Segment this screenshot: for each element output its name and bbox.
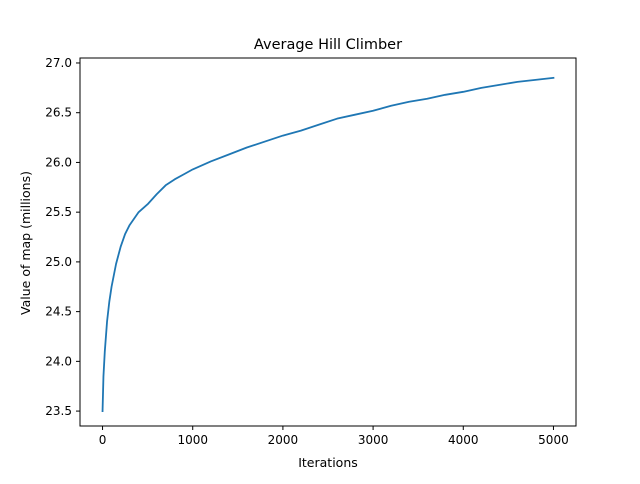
series-line-0 [101,76,555,413]
x-axis-label: Iterations [298,455,358,470]
y-tick-label: 26.5 [45,106,72,120]
y-tick-label: 26.0 [45,155,72,169]
x-tick-label: 0 [99,433,107,447]
y-tick-label: 23.5 [45,404,72,418]
plot-area [79,57,577,427]
y-tick-label: 25.5 [45,205,72,219]
y-tick-label: 25.0 [45,255,72,269]
x-tick-label: 5000 [538,433,569,447]
plot-frame [79,57,577,427]
y-axis: 23.5 24.0 24.5 25.0 25.5 26.0 26.5 27.0 [45,56,80,418]
x-tick-label: 3000 [358,433,389,447]
y-tick-label: 24.5 [45,305,72,319]
y-tick-label: 24.0 [45,354,72,368]
y-axis-label: Value of map (millions) [18,171,33,315]
x-tick-label: 4000 [448,433,479,447]
x-tick-label: 1000 [177,433,208,447]
x-tick-label: 2000 [268,433,299,447]
y-tick-label: 27.0 [45,56,72,70]
x-axis: 0 1000 2000 3000 4000 5000 [99,426,569,447]
chart-title: Average Hill Climber [254,37,402,53]
